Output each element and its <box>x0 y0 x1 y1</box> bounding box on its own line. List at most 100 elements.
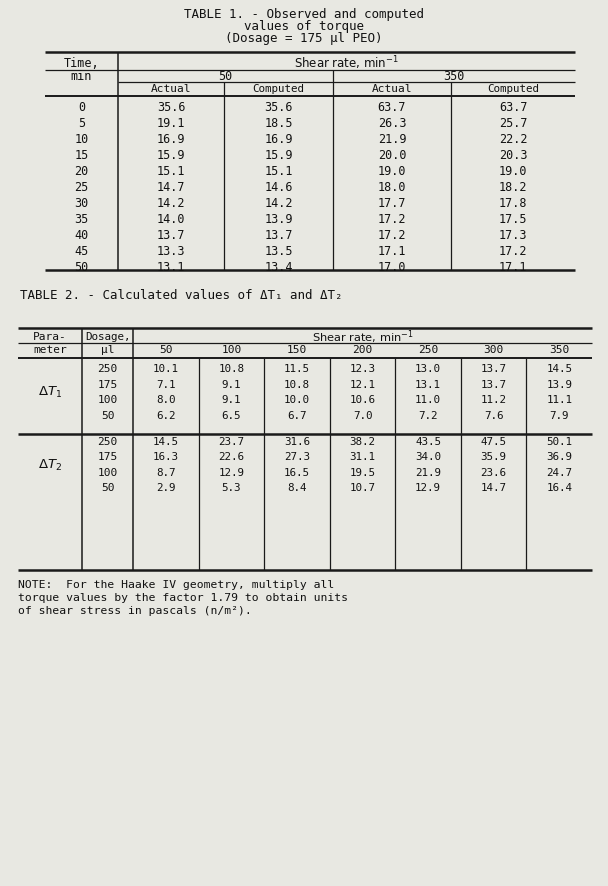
Text: 24.7: 24.7 <box>546 468 572 478</box>
Text: Dosage,: Dosage, <box>85 332 130 342</box>
Text: 10.8: 10.8 <box>284 379 310 390</box>
Text: 11.1: 11.1 <box>546 395 572 405</box>
Text: 17.2: 17.2 <box>378 213 406 226</box>
Text: 50: 50 <box>218 69 233 82</box>
Text: 19.0: 19.0 <box>499 165 527 177</box>
Text: 19.1: 19.1 <box>157 116 185 129</box>
Text: 17.3: 17.3 <box>499 229 527 242</box>
Text: 21.9: 21.9 <box>415 468 441 478</box>
Text: 250: 250 <box>97 437 117 447</box>
Text: 200: 200 <box>353 345 373 355</box>
Text: 13.7: 13.7 <box>157 229 185 242</box>
Text: 100: 100 <box>97 468 117 478</box>
Text: 30: 30 <box>74 197 89 209</box>
Text: meter: meter <box>33 345 67 355</box>
Text: 9.1: 9.1 <box>221 379 241 390</box>
Text: 18.5: 18.5 <box>264 116 292 129</box>
Text: 14.2: 14.2 <box>157 197 185 209</box>
Text: 10.7: 10.7 <box>350 483 376 494</box>
Text: 13.9: 13.9 <box>546 379 572 390</box>
Text: 17.1: 17.1 <box>378 245 406 258</box>
Text: 7.0: 7.0 <box>353 410 372 421</box>
Text: Shear rate, min$^{-1}$: Shear rate, min$^{-1}$ <box>294 54 399 72</box>
Text: 16.4: 16.4 <box>546 483 572 494</box>
Text: 17.2: 17.2 <box>378 229 406 242</box>
Text: 13.0: 13.0 <box>415 364 441 374</box>
Text: 7.2: 7.2 <box>418 410 438 421</box>
Text: 11.5: 11.5 <box>284 364 310 374</box>
Text: 50: 50 <box>159 345 173 355</box>
Text: 25: 25 <box>74 181 89 193</box>
Text: 15.9: 15.9 <box>264 149 292 161</box>
Text: 13.3: 13.3 <box>157 245 185 258</box>
Text: 10.1: 10.1 <box>153 364 179 374</box>
Text: 35.6: 35.6 <box>157 100 185 113</box>
Text: 22.2: 22.2 <box>499 133 527 145</box>
Text: 35: 35 <box>74 213 89 226</box>
Text: 20.0: 20.0 <box>378 149 406 161</box>
Text: 14.7: 14.7 <box>157 181 185 193</box>
Text: 38.2: 38.2 <box>350 437 376 447</box>
Text: 50.1: 50.1 <box>546 437 572 447</box>
Text: 17.1: 17.1 <box>499 260 527 274</box>
Text: 63.7: 63.7 <box>378 100 406 113</box>
Text: 10.6: 10.6 <box>350 395 376 405</box>
Text: 15.9: 15.9 <box>157 149 185 161</box>
Text: 16.9: 16.9 <box>264 133 292 145</box>
Text: 19.5: 19.5 <box>350 468 376 478</box>
Text: 12.9: 12.9 <box>415 483 441 494</box>
Text: 18.0: 18.0 <box>378 181 406 193</box>
Text: 21.9: 21.9 <box>378 133 406 145</box>
Text: 10.8: 10.8 <box>218 364 244 374</box>
Text: 10.0: 10.0 <box>284 395 310 405</box>
Text: 40: 40 <box>74 229 89 242</box>
Text: torque values by the factor 1.79 to obtain units: torque values by the factor 1.79 to obta… <box>18 593 348 603</box>
Text: Time,: Time, <box>64 57 99 69</box>
Text: Computed: Computed <box>487 84 539 94</box>
Text: 63.7: 63.7 <box>499 100 527 113</box>
Text: 12.3: 12.3 <box>350 364 376 374</box>
Text: 14.2: 14.2 <box>264 197 292 209</box>
Text: 150: 150 <box>287 345 307 355</box>
Text: 47.5: 47.5 <box>481 437 506 447</box>
Text: (Dosage = 175 μl PEO): (Dosage = 175 μl PEO) <box>225 32 383 44</box>
Text: 15.1: 15.1 <box>157 165 185 177</box>
Text: 13.1: 13.1 <box>415 379 441 390</box>
Text: 175: 175 <box>97 379 117 390</box>
Text: 100: 100 <box>97 395 117 405</box>
Text: of shear stress in pascals (n/m²).: of shear stress in pascals (n/m²). <box>18 606 252 616</box>
Text: 5: 5 <box>78 116 85 129</box>
Text: Actual: Actual <box>371 84 412 94</box>
Text: 13.1: 13.1 <box>157 260 185 274</box>
Text: 350: 350 <box>549 345 569 355</box>
Text: 26.3: 26.3 <box>378 116 406 129</box>
Text: 15: 15 <box>74 149 89 161</box>
Text: 50: 50 <box>101 410 114 421</box>
Text: 7.1: 7.1 <box>156 379 176 390</box>
Text: values of torque: values of torque <box>244 19 364 33</box>
Text: 13.5: 13.5 <box>264 245 292 258</box>
Text: 11.2: 11.2 <box>481 395 506 405</box>
Text: 20: 20 <box>74 165 89 177</box>
Text: 17.7: 17.7 <box>378 197 406 209</box>
Text: 12.9: 12.9 <box>218 468 244 478</box>
Text: 43.5: 43.5 <box>415 437 441 447</box>
Text: μl: μl <box>101 345 114 355</box>
Text: 6.2: 6.2 <box>156 410 176 421</box>
Text: Para-: Para- <box>33 332 67 342</box>
Text: 36.9: 36.9 <box>546 452 572 462</box>
Text: 14.6: 14.6 <box>264 181 292 193</box>
Text: 250: 250 <box>418 345 438 355</box>
Text: 17.5: 17.5 <box>499 213 527 226</box>
Text: 14.7: 14.7 <box>481 483 506 494</box>
Text: 17.0: 17.0 <box>378 260 406 274</box>
Text: 13.7: 13.7 <box>481 364 506 374</box>
Text: 14.5: 14.5 <box>153 437 179 447</box>
Text: 23.7: 23.7 <box>218 437 244 447</box>
Text: Computed: Computed <box>252 84 305 94</box>
Text: 12.1: 12.1 <box>350 379 376 390</box>
Text: 8.4: 8.4 <box>287 483 306 494</box>
Text: 100: 100 <box>221 345 241 355</box>
Text: 300: 300 <box>483 345 504 355</box>
Text: 31.6: 31.6 <box>284 437 310 447</box>
